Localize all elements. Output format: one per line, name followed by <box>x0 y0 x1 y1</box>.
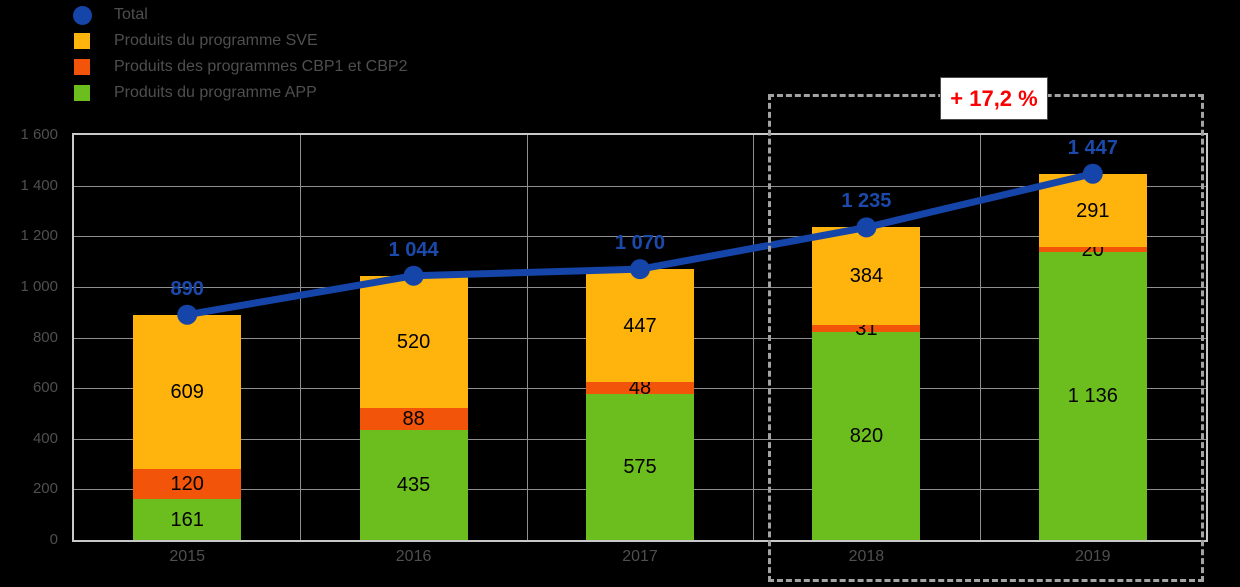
y-tick-label: 1 000 <box>20 277 58 295</box>
bar-value-label: 575 <box>623 456 657 479</box>
total-value-label: 1 044 <box>388 238 439 261</box>
legend-swatch-icon <box>72 85 92 101</box>
bar-segment: 161 <box>133 499 242 540</box>
total-marker-icon <box>403 265 424 286</box>
y-tick-label: 1 400 <box>20 176 58 194</box>
x-tick-label: 2016 <box>395 548 432 565</box>
bar-segment: 88 <box>359 407 468 430</box>
legend-item: Produits du programme APP <box>72 80 407 106</box>
y-tick-label: 1 600 <box>20 126 58 143</box>
gridline-vertical <box>526 135 528 540</box>
total-value-label: 1 235 <box>841 190 892 213</box>
bar-value-label: 120 <box>170 473 204 496</box>
x-tick-label: 2015 <box>169 548 205 565</box>
chart-legend: Total Produits du programme SVE Produits d… <box>72 2 407 106</box>
bar-value-label: 435 <box>396 473 431 496</box>
total-value-label: 890 <box>170 277 204 300</box>
legend-item-label: Produits des programmes CBP1 et CBP2 <box>114 58 408 75</box>
bar-segment: 575 <box>586 394 694 540</box>
bar-segment: 1 136 <box>1038 252 1147 540</box>
bar-segment: 447 <box>586 269 694 383</box>
total-marker-icon <box>1082 163 1103 184</box>
legend-item: Total <box>72 2 407 28</box>
legend-total-dot-icon <box>72 5 92 25</box>
total-marker-icon <box>177 304 198 325</box>
bar-value-label: 609 <box>170 380 204 403</box>
bar-value-label: 88 <box>402 407 425 430</box>
bar-segment: 120 <box>133 468 242 500</box>
y-axis-labels: 0 200 400 600 800 1 000 1 200 1 400 1 600 <box>0 126 62 548</box>
bar-segment: 291 <box>1038 173 1147 248</box>
circle-swatch <box>72 5 92 25</box>
bar-segment: 48 <box>586 378 694 398</box>
legend-item-label: Produits du programme APP <box>114 84 317 101</box>
legend-swatch-icon <box>72 59 92 75</box>
x-tick-label: 2017 <box>622 548 658 565</box>
highlight-dashed-box <box>768 94 1204 582</box>
legend-item: Produits des programmes CBP1 et CBP2 <box>72 54 407 80</box>
gridline-vertical <box>979 135 981 540</box>
gridline-horizontal <box>74 185 1206 187</box>
bar-segment: 435 <box>359 429 468 540</box>
legend-swatch-icon <box>72 33 92 49</box>
x-axis-labels: 2015 2016 2017 2018 2019 <box>74 547 1206 567</box>
y-tick-label: 800 <box>32 328 58 346</box>
bar-value-label: 384 <box>849 265 884 287</box>
bar-value-label: 820 <box>849 425 884 448</box>
total-line-chart <box>177 163 1103 325</box>
legend-item-label: Total <box>114 6 148 23</box>
bar-value-label: 520 <box>396 330 431 353</box>
total-marker-icon <box>856 217 877 238</box>
total-value-label: 1 447 <box>1067 136 1118 159</box>
y-tick-label: 600 <box>32 379 58 397</box>
bar-segment: 520 <box>359 276 468 408</box>
bar-value-label: 48 <box>628 377 652 400</box>
bar-value-label: 1 136 <box>1067 385 1118 408</box>
y-tick-label: 1 200 <box>20 227 58 245</box>
y-tick-label: 400 <box>32 429 58 447</box>
bar-value-label: 161 <box>170 508 204 531</box>
growth-annotation: + 17,2 % <box>940 77 1048 120</box>
bar-segment: 609 <box>133 314 242 469</box>
x-tick-label: 2018 <box>848 548 885 565</box>
bar-segment: 384 <box>812 227 921 325</box>
gridline-vertical <box>753 135 755 540</box>
legend-item-label: Produits du programme SVE <box>114 32 318 49</box>
y-tick-label: 0 <box>49 531 58 548</box>
total-value-label: 1 070 <box>614 232 666 255</box>
gridline-horizontal <box>74 236 1206 238</box>
square-swatch <box>74 59 90 75</box>
y-tick-label: 200 <box>32 480 58 498</box>
bar-value-label: 447 <box>623 314 657 337</box>
square-swatch <box>74 33 90 49</box>
x-tick-label: 2019 <box>1074 548 1111 565</box>
square-swatch <box>74 85 90 101</box>
plot-area: 161 120 609 435 88 520 575 48 447 820 31 384 1 136 20… <box>72 133 1208 542</box>
total-marker-icon <box>630 259 650 280</box>
gridline-vertical <box>300 135 302 540</box>
legend-item: Produits du programme SVE <box>72 28 407 54</box>
bar-segment: 820 <box>812 332 921 540</box>
growth-annotation-text: + 17,2 % <box>950 85 1038 111</box>
bar-value-label: 291 <box>1076 199 1110 222</box>
